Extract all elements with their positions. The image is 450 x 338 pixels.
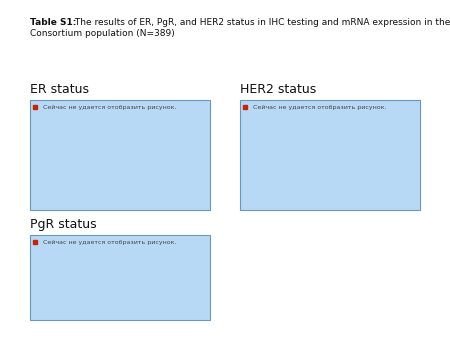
Text: Сейчас не удается отобразить рисунок.: Сейчас не удается отобразить рисунок.: [43, 104, 176, 110]
Text: Consortium population (N=389): Consortium population (N=389): [30, 29, 175, 38]
Bar: [30, 100, 210, 210]
Bar: [240, 100, 420, 210]
Bar: [30, 235, 210, 320]
Text: The results of ER, PgR, and HER2 status in IHC testing and mRNA expression in th: The results of ER, PgR, and HER2 status …: [72, 18, 450, 27]
Text: PgR status: PgR status: [30, 218, 97, 231]
Text: Сейчас не удается отобразить рисунок.: Сейчас не удается отобразить рисунок.: [43, 239, 176, 245]
Text: Сейчас не удается отобразить рисунок.: Сейчас не удается отобразить рисунок.: [253, 104, 387, 110]
Text: HER2 status: HER2 status: [240, 83, 316, 96]
Text: ER status: ER status: [30, 83, 89, 96]
Text: Table S1:: Table S1:: [30, 18, 76, 27]
